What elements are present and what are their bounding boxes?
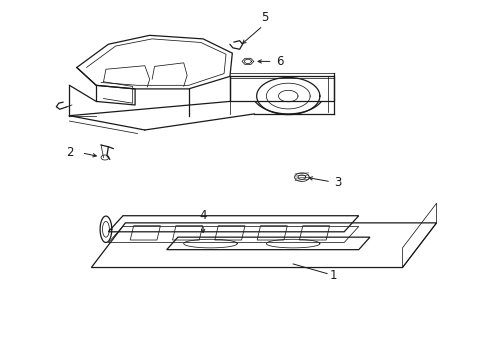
Text: 1: 1 [329,269,336,282]
Text: 2: 2 [66,146,73,159]
Text: 5: 5 [261,10,268,23]
Text: 3: 3 [334,176,341,189]
Text: 4: 4 [199,209,206,222]
Text: 6: 6 [276,55,283,68]
